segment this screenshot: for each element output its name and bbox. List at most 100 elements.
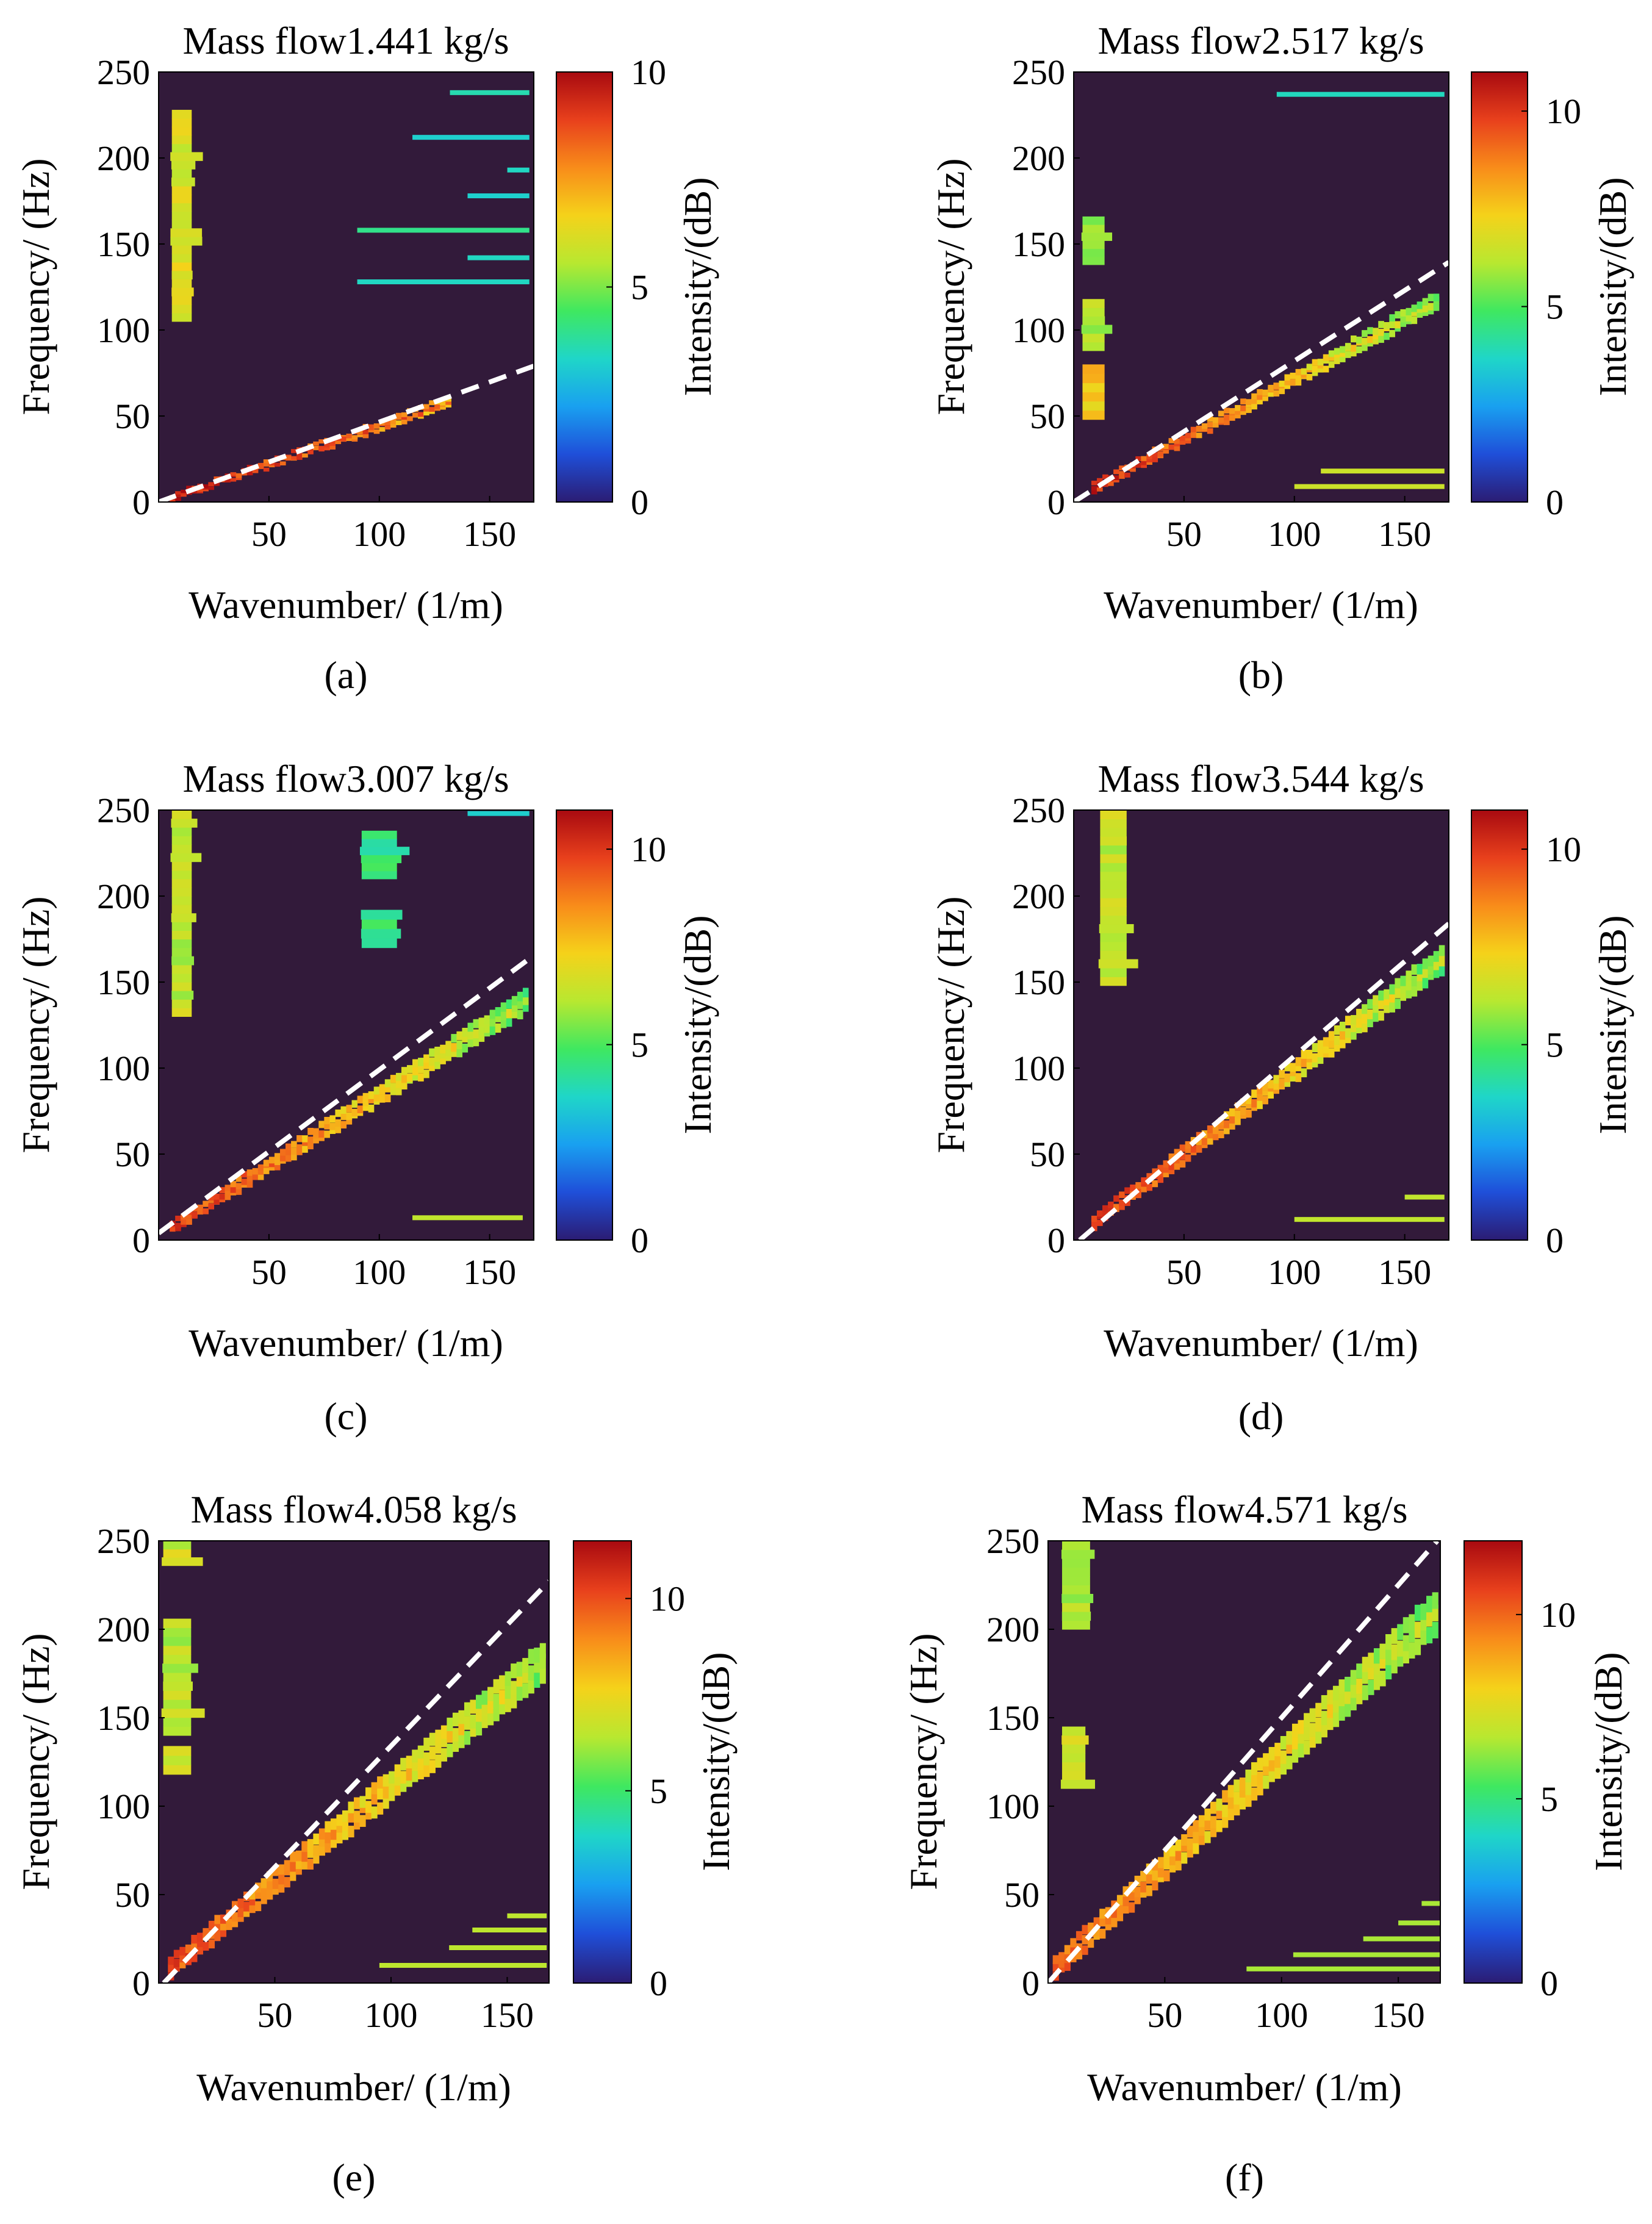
heatmap-ridge-cell — [274, 1158, 281, 1165]
heatmap-ridge-cell — [181, 1219, 187, 1225]
heatmap-ridge-cell — [379, 1094, 386, 1103]
heatmap-block-cell — [163, 1549, 192, 1558]
heatmap-ridge-cell — [1262, 395, 1268, 401]
heatmap-ridge-cell — [368, 1096, 375, 1103]
heatmap-ridge-cell — [395, 1087, 402, 1096]
heatmap-ridge-cell — [340, 1106, 347, 1114]
heatmap-ridge-cell — [1224, 407, 1230, 414]
heatmap-ridge-cell — [1291, 1735, 1299, 1749]
heatmap-ridge-cell — [440, 1055, 446, 1064]
heatmap-ridge-cell — [324, 1122, 330, 1130]
heatmap-ridge-cell — [260, 1878, 267, 1889]
panel-title: Mass flow4.571 kg/s — [1081, 1488, 1407, 1531]
heatmap-block-cell — [1061, 1726, 1086, 1736]
heatmap-ridge-cell — [1315, 1729, 1322, 1744]
panel-d: Mass flow3.544 kg/s Frequency/ (Hz) Wave… — [929, 757, 1634, 1438]
heatmap-ridge-cell — [1091, 1219, 1097, 1226]
heatmap-ridge-cell — [500, 1002, 507, 1012]
plot-area — [1074, 72, 1449, 502]
heatmap-ridge-cell — [1207, 421, 1213, 428]
heatmap-block-cell — [1100, 967, 1127, 977]
heatmap-ridge-cell — [1406, 980, 1412, 991]
heatmap-ridge-cell — [434, 1060, 440, 1069]
heatmap-ridge-cell — [1146, 457, 1153, 462]
heatmap-block-cell — [171, 905, 192, 914]
heatmap-ridge-cell — [464, 1702, 471, 1716]
heatmap-ridge-cell — [1224, 1126, 1230, 1135]
heatmap-streak — [467, 193, 530, 199]
heatmap-ridge-cell — [1175, 1859, 1182, 1871]
heatmap-block-cell — [1081, 232, 1113, 241]
colorbar-label: Intensity/(dB) — [1591, 177, 1634, 396]
heatmap-ridge-cell — [208, 482, 215, 487]
heatmap-ridge-cell — [1373, 1674, 1381, 1690]
heatmap-block-cell — [163, 1717, 192, 1727]
heatmap-ridge-cell — [473, 1029, 479, 1039]
colorbar-label: Intensity/(dB) — [1591, 915, 1634, 1134]
heatmap-ridge-cell — [357, 429, 364, 434]
heatmap-ridge-cell — [377, 1776, 384, 1789]
dashed-trend-line — [159, 364, 534, 502]
heatmap-ridge-cell — [1384, 322, 1390, 329]
heatmap-ridge-cell — [368, 424, 375, 429]
heatmap-ridge-cell — [1420, 1614, 1427, 1631]
heatmap-ridge-cell — [1169, 1845, 1176, 1857]
heatmap-block-cell — [1061, 1602, 1090, 1612]
heatmap-ridge-cell — [1141, 1185, 1147, 1193]
heatmap-block-cell — [171, 220, 192, 229]
heatmap-ridge-cell — [224, 1194, 231, 1200]
heatmap-ridge-cell — [1179, 1152, 1186, 1160]
heatmap-ridge-cell — [1345, 1028, 1351, 1038]
heatmap-ridge-cell — [470, 1699, 476, 1714]
heatmap-ridge-cell — [1198, 1815, 1205, 1828]
heatmap-block-cell — [1100, 853, 1127, 863]
heatmap-block-cell — [361, 909, 403, 920]
heatmap-ridge-cell — [1356, 1689, 1363, 1704]
heatmap-ridge-cell — [1124, 472, 1130, 478]
heatmap-ridge-cell — [464, 1716, 471, 1730]
heatmap-ridge-cell — [1096, 478, 1103, 483]
colorbar-label: Intensity/(dB) — [676, 177, 719, 396]
heatmap-ridge-cell — [1378, 329, 1384, 336]
heatmap-ridge-cell — [1222, 1790, 1229, 1803]
heatmap-ridge-cell — [1373, 1011, 1379, 1022]
heatmap-ridge-cell — [481, 1701, 488, 1715]
heatmap-ridge-cell — [1096, 1210, 1103, 1217]
colorbar-tick-label: 10 — [650, 1579, 685, 1619]
heatmap-ridge-cell — [1367, 999, 1373, 1010]
heatmap-ridge-cell — [487, 1687, 494, 1701]
heatmap-ridge-cell — [406, 416, 413, 421]
heatmap-ridge-cell — [230, 1181, 237, 1188]
heatmap-ridge-cell — [1280, 1761, 1287, 1775]
heatmap-ridge-cell — [1235, 409, 1241, 415]
heatmap-ridge-cell — [1280, 1736, 1287, 1750]
heatmap-ridge-cell — [458, 1710, 465, 1724]
heatmap-ridge-cell — [175, 1222, 181, 1229]
heatmap-streak — [1276, 91, 1445, 97]
heatmap-ridge-cell — [493, 1679, 500, 1694]
heatmap-ridge-cell — [1273, 1081, 1280, 1090]
heatmap-ridge-cell — [219, 1193, 226, 1200]
heatmap-block-cell — [171, 110, 192, 119]
heatmap-ridge-cell — [1286, 1731, 1293, 1745]
heatmap-ridge-cell — [346, 1117, 353, 1125]
heatmap-ridge-cell — [1397, 1651, 1404, 1667]
heatmap-ridge-cell — [435, 1754, 442, 1768]
heatmap-ridge-cell — [1212, 1126, 1219, 1135]
heatmap-ridge-cell — [186, 486, 192, 489]
heatmap-ridge-cell — [390, 423, 397, 428]
heatmap-streak — [449, 1945, 547, 1950]
y-tick-label: 250 — [1012, 791, 1065, 830]
heatmap-ridge-cell — [290, 1861, 296, 1872]
heatmap-ridge-cell — [325, 1821, 331, 1833]
heatmap-ridge-cell — [307, 1136, 314, 1144]
heatmap-block-cell — [1081, 325, 1113, 334]
heatmap-block-cell — [171, 913, 196, 922]
heatmap-ridge-cell — [522, 1658, 529, 1673]
heatmap-ridge-cell — [440, 1748, 447, 1762]
colorbar-tick-label: 5 — [650, 1771, 667, 1811]
x-axis-label: Wavenumber/ (1/m) — [189, 583, 503, 626]
heatmap-streak — [467, 811, 530, 816]
heatmap-ridge-cell — [489, 1010, 496, 1019]
heatmap-ridge-cell — [325, 1832, 331, 1843]
